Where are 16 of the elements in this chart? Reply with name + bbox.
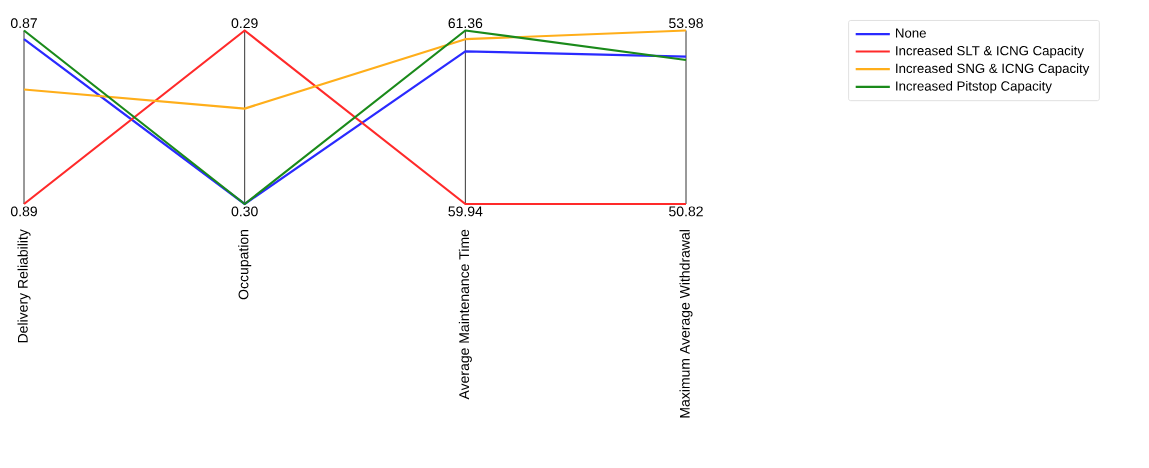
x-tick-label: Average Maintenance Time	[458, 229, 472, 400]
legend-label: Increased SLT & ICNG Capacity	[896, 45, 1084, 58]
x-tick-label: Occupation	[238, 229, 252, 300]
legend-label: Increased SNG & ICNG Capacity	[896, 63, 1090, 76]
annotation: 0.29	[231, 18, 258, 29]
x-tick-label: Delivery Reliability	[17, 229, 31, 343]
x-tick-label: Maximum Average Withdrawal	[679, 230, 693, 418]
legend-label: Increased Pitstop Capacity	[896, 81, 1052, 94]
annotation: 0.87	[10, 18, 37, 29]
annotation: 0.30	[231, 206, 258, 217]
annotation: 53.98	[669, 18, 703, 29]
annotation: 61.36	[448, 18, 483, 29]
annotation: 50.82	[669, 206, 703, 217]
legend-label: None	[896, 28, 926, 38]
annotation: 59.94	[448, 206, 483, 217]
annotation: 0.89	[10, 206, 37, 217]
